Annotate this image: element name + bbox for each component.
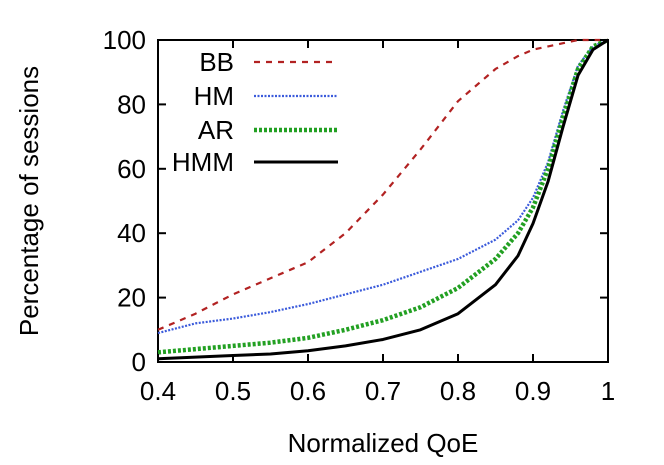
y-tick-label: 20: [117, 283, 146, 313]
legend-label-hmm: HMM: [172, 147, 234, 177]
y-tick-label: 60: [117, 154, 146, 184]
y-tick-label: 40: [117, 218, 146, 248]
y-tick-label: 80: [117, 89, 146, 119]
x-axis: 0.4 0.5 0.6 0.7 0.8 0.9 1: [140, 40, 615, 406]
x-tick-label: 0.9: [515, 376, 551, 406]
y-axis: 0 20 40 60 80 100: [103, 25, 608, 377]
series-layer: [157, 37, 609, 361]
x-tick-label: 0.7: [365, 376, 401, 406]
y-axis-label: Percentage of sessions: [14, 66, 44, 336]
legend-label-hm: HM: [194, 81, 234, 111]
series-line-hmm: [157, 38, 609, 361]
series-line-hm: [157, 38, 609, 335]
y-tick-label: 0: [132, 347, 146, 377]
x-tick-label: 0.6: [290, 376, 326, 406]
y-tick-label: 100: [103, 25, 146, 55]
x-tick-label: 0.4: [140, 376, 176, 406]
x-tick-label: 1: [601, 376, 615, 406]
legend-label-bb: BB: [199, 47, 234, 77]
series-line-ar: [157, 37, 609, 355]
x-axis-label: Normalized QoE: [288, 428, 479, 458]
legend-label-ar: AR: [198, 115, 234, 145]
x-tick-label: 0.8: [440, 376, 476, 406]
x-tick-label: 0.5: [215, 376, 251, 406]
